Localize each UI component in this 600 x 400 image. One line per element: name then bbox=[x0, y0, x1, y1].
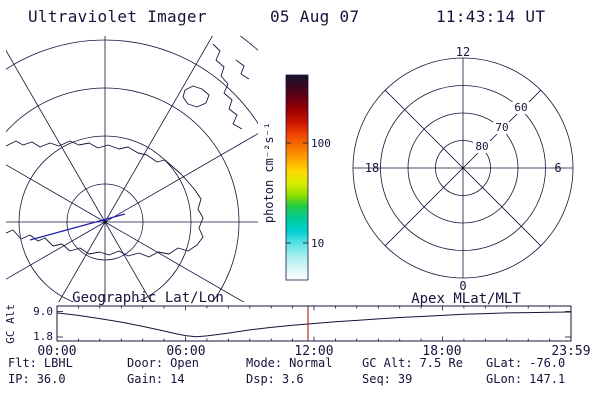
status-door-label: Door: bbox=[127, 356, 164, 370]
mlt-label-18: 18 bbox=[364, 161, 380, 175]
mlt-label-12: 12 bbox=[455, 45, 471, 59]
status-dsp-label: Dsp: bbox=[246, 372, 275, 386]
status-gain-label: Gain: bbox=[127, 372, 164, 386]
mlat-label-70: 70 bbox=[493, 122, 511, 134]
mlt-label-6: 6 bbox=[554, 161, 562, 175]
colorbar-tick-100: 100 bbox=[311, 137, 331, 150]
ytick-1-8: 1.8 bbox=[33, 330, 53, 343]
status-seq-value: 39 bbox=[397, 372, 413, 386]
status-seq-label: Seq: bbox=[362, 372, 391, 386]
colorbar-ticks bbox=[286, 142, 308, 244]
status-mode-value: Normal bbox=[289, 356, 333, 370]
colorbar bbox=[285, 74, 309, 281]
status-flt-value: LBHL bbox=[43, 356, 73, 370]
xtick-0600: 06:00 bbox=[166, 344, 206, 359]
mlat-label-80: 80 bbox=[473, 141, 491, 153]
status-glat-label: GLat: bbox=[486, 356, 523, 370]
geo-panel-caption: Geographic Lat/Lon bbox=[72, 290, 224, 306]
apex-polar-grid bbox=[352, 57, 574, 279]
status-dsp: Dsp: 3.6 bbox=[246, 372, 304, 386]
xtick-1200: 12:00 bbox=[294, 344, 334, 359]
header-time: 11:43:14 UT bbox=[436, 7, 546, 26]
colorbar-units-label: photon cm⁻²s⁻¹ bbox=[262, 122, 276, 224]
status-flt: Flt: LBHL bbox=[8, 356, 73, 370]
status-glon-value: 147.1 bbox=[529, 372, 566, 386]
coastlines bbox=[6, 43, 250, 258]
status-ip: IP: 36.0 bbox=[8, 372, 66, 386]
status-door: Door: Open bbox=[127, 356, 199, 370]
xtick-2359: 23:59 bbox=[551, 344, 591, 359]
xtick-1800: 18:00 bbox=[422, 344, 462, 359]
header-title: Ultraviolet Imager bbox=[28, 7, 207, 26]
colorbar-tick-10: 10 bbox=[311, 237, 325, 250]
status-mode: Mode: Normal bbox=[246, 356, 332, 370]
status-gcalt-label: GC Alt: bbox=[362, 356, 413, 370]
apex-panel-caption: Apex MLat/MLT bbox=[411, 291, 521, 307]
gc-alt-x-ticks bbox=[56, 306, 572, 341]
status-dsp-value: 3.6 bbox=[281, 372, 304, 386]
mlt-label-0: 0 bbox=[459, 279, 467, 293]
gc-alt-y-ticks bbox=[57, 311, 571, 338]
geo-polar-grid bbox=[6, 36, 258, 302]
mlat-label-60: 60 bbox=[512, 102, 530, 114]
status-flt-label: Flt: bbox=[8, 356, 37, 370]
orbit-track bbox=[29, 213, 126, 241]
status-glon: GLon: 147.1 bbox=[486, 372, 565, 386]
gc-alt-curve bbox=[56, 311, 572, 338]
status-gcalt: GC Alt: 7.5 Re bbox=[362, 356, 463, 370]
status-gcalt-value: 7.5 Re bbox=[419, 356, 463, 370]
header-date: 05 Aug 07 bbox=[270, 7, 360, 26]
ytick-9: 9.0 bbox=[33, 305, 53, 318]
status-door-value: Open bbox=[170, 356, 200, 370]
status-seq: Seq: 39 bbox=[362, 372, 412, 386]
status-gain: Gain: 14 bbox=[127, 372, 185, 386]
status-mode-label: Mode: bbox=[246, 356, 283, 370]
status-glat: GLat: -76.0 bbox=[486, 356, 565, 370]
xtick-0000: 00:00 bbox=[37, 344, 77, 359]
status-glat-value: -76.0 bbox=[529, 356, 566, 370]
status-gain-value: 14 bbox=[170, 372, 185, 386]
status-ip-value: 36.0 bbox=[36, 372, 66, 386]
status-glon-label: GLon: bbox=[486, 372, 523, 386]
gc-alt-axis-label: GC Alt bbox=[4, 304, 17, 344]
status-ip-label: IP: bbox=[8, 372, 30, 386]
